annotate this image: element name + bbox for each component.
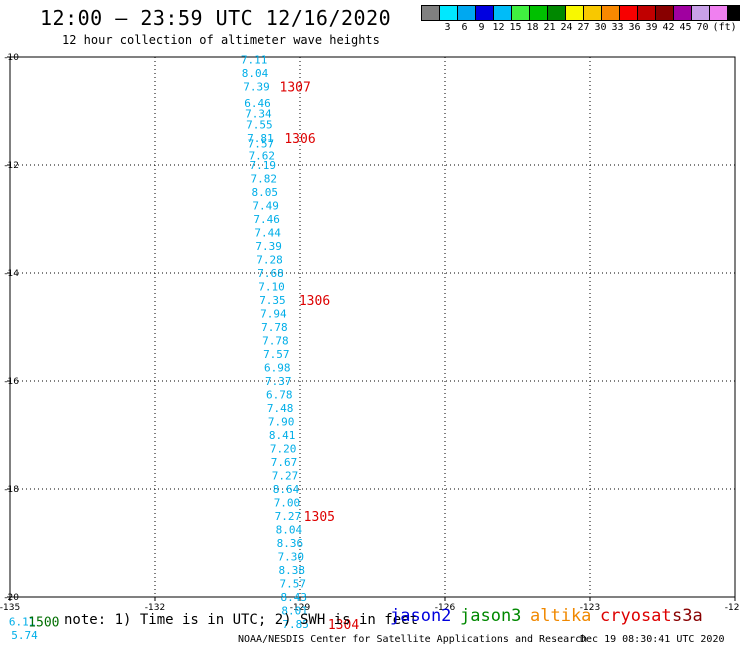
- color-scale-label: 12: [492, 22, 505, 33]
- swh-value-label: 8.64: [273, 483, 300, 496]
- swh-value-label: 6.78: [266, 389, 293, 402]
- satellite-legend-item: s3a: [672, 606, 703, 626]
- swh-value-label: 7.00: [274, 497, 301, 510]
- swh-value-label: 7.30: [278, 551, 305, 564]
- longitude-tick-label: -129: [290, 603, 311, 613]
- longitude-tick-label: -123: [580, 603, 600, 613]
- map-frame: [9, 56, 736, 598]
- generation-timestamp: Dec 19 08:30:41 UTC 2020: [580, 634, 725, 645]
- swh-value-label: 8.04: [242, 67, 269, 80]
- pass-time-label: 1307: [280, 81, 311, 96]
- color-scale-unit: (ft): [712, 22, 737, 33]
- color-scale-label: 70: [696, 22, 709, 33]
- color-scale-label: 15: [509, 22, 522, 33]
- swh-value-label: 7.35: [259, 294, 286, 307]
- swh-value-label: 7.67: [271, 456, 298, 469]
- page-subtitle: 12 hour collection of altimeter wave hei…: [62, 33, 380, 47]
- satellite-legend-item: jason2: [390, 606, 452, 626]
- swh-value-label: 7.11: [241, 54, 268, 67]
- swh-value-label: 7.81: [247, 132, 274, 145]
- swh-value-label: 7.39: [243, 81, 270, 94]
- swh-value-label: 8.05: [251, 186, 278, 199]
- swh-value-label: 7.48: [267, 402, 294, 415]
- color-scale-label: 18: [526, 22, 539, 33]
- color-scale-label: 27: [577, 22, 590, 33]
- longitude-tick-label: -135: [0, 603, 20, 613]
- swh-value-label: 8.04: [276, 524, 303, 537]
- color-scale-label: 3: [444, 22, 451, 33]
- swh-value-label: 8.41: [269, 429, 296, 442]
- swh-value-label: 8.36: [277, 537, 304, 550]
- swh-value-label: 7.20: [270, 443, 297, 456]
- swh-value-label: 7.44: [254, 227, 281, 240]
- swh-value-label: 7.49: [252, 200, 279, 213]
- swh-value-label: 7.57: [280, 578, 307, 591]
- swh-value-label: 8.38: [279, 564, 306, 577]
- swh-value-label: 7.39: [255, 240, 282, 253]
- swh-value-label: 7.82: [251, 173, 278, 186]
- color-scale-label: 24: [560, 22, 573, 33]
- swh-value-label: 7.37: [265, 375, 292, 388]
- longitude-tick-label: -120: [725, 603, 740, 613]
- swh-value-label: 6.98: [264, 362, 291, 375]
- swh-value-label: 8.01: [281, 605, 308, 618]
- swh-value-label: 7.55: [246, 119, 273, 132]
- color-scale-label: 9: [478, 22, 485, 33]
- swh-value-label: 7.34: [245, 108, 272, 121]
- satellite-legend-item: jason3: [460, 606, 522, 626]
- swh-value-label: 7.27: [272, 470, 299, 483]
- longitude-tick-label: -126: [435, 603, 456, 613]
- swh-value-label: 5.74: [11, 629, 38, 642]
- latitude-tick-label: -10: [4, 53, 19, 63]
- color-scale-label: 30: [594, 22, 607, 33]
- page-title: 12:00 – 23:59 UTC 12/16/2020: [40, 6, 392, 30]
- swh-value-label: 8.43: [280, 591, 307, 604]
- swh-value-label: 7.57: [248, 137, 275, 150]
- color-scale-label: 39: [645, 22, 658, 33]
- swh-value-label: 7.57: [263, 348, 290, 361]
- swh-value-label: 7.46: [253, 213, 280, 226]
- latitude-tick-label: -18: [4, 485, 19, 495]
- color-scale-label: 36: [628, 22, 641, 33]
- pass-time-label: 1304: [328, 618, 359, 633]
- units-note: note: 1) Time is in UTC; 2) SWH is in fe…: [64, 612, 419, 628]
- latitude-tick-label: -20: [4, 593, 19, 603]
- color-scale-label: 21: [543, 22, 556, 33]
- color-scale-legend: [421, 5, 740, 21]
- swh-value-label: 7.27: [275, 510, 302, 523]
- color-scale-label: 33: [611, 22, 624, 33]
- swh-value-label: 7.28: [256, 254, 283, 267]
- swh-value-label: 7.85: [282, 618, 309, 631]
- color-swatch: [727, 5, 740, 21]
- swh-value-label: 6.46: [244, 97, 271, 110]
- swh-value-label: 7.94: [260, 308, 287, 321]
- swh-value-label: 7.62: [249, 149, 276, 162]
- swh-value-label: 7.68: [257, 267, 284, 280]
- swh-value-label: 6.11: [9, 615, 36, 628]
- latitude-tick-label: -14: [4, 269, 19, 279]
- latitude-tick-label: -16: [4, 377, 19, 387]
- pass-time-label: 1500: [28, 615, 59, 630]
- satellite-legend-item: altika: [530, 606, 592, 626]
- pass-time-label: 1306: [284, 132, 315, 147]
- swh-value-label: 7.19: [250, 159, 277, 172]
- color-scale-label: 6: [461, 22, 468, 33]
- longitude-tick-label: -132: [145, 603, 165, 613]
- credit-line: NOAA/NESDIS Center for Satellite Applica…: [238, 634, 588, 645]
- latitude-tick-label: -12: [4, 161, 19, 171]
- swh-value-label: 7.78: [261, 321, 288, 334]
- swh-value-label: 7.10: [258, 281, 285, 294]
- swh-value-label: 7.90: [268, 416, 295, 429]
- pass-time-label: 1306: [299, 294, 330, 309]
- swh-value-label: 7.78: [262, 335, 289, 348]
- pass-time-label: 1305: [304, 510, 335, 525]
- satellite-legend-item: cryosat: [600, 606, 672, 626]
- color-scale-label: 42: [662, 22, 675, 33]
- color-scale-label: 45: [679, 22, 692, 33]
